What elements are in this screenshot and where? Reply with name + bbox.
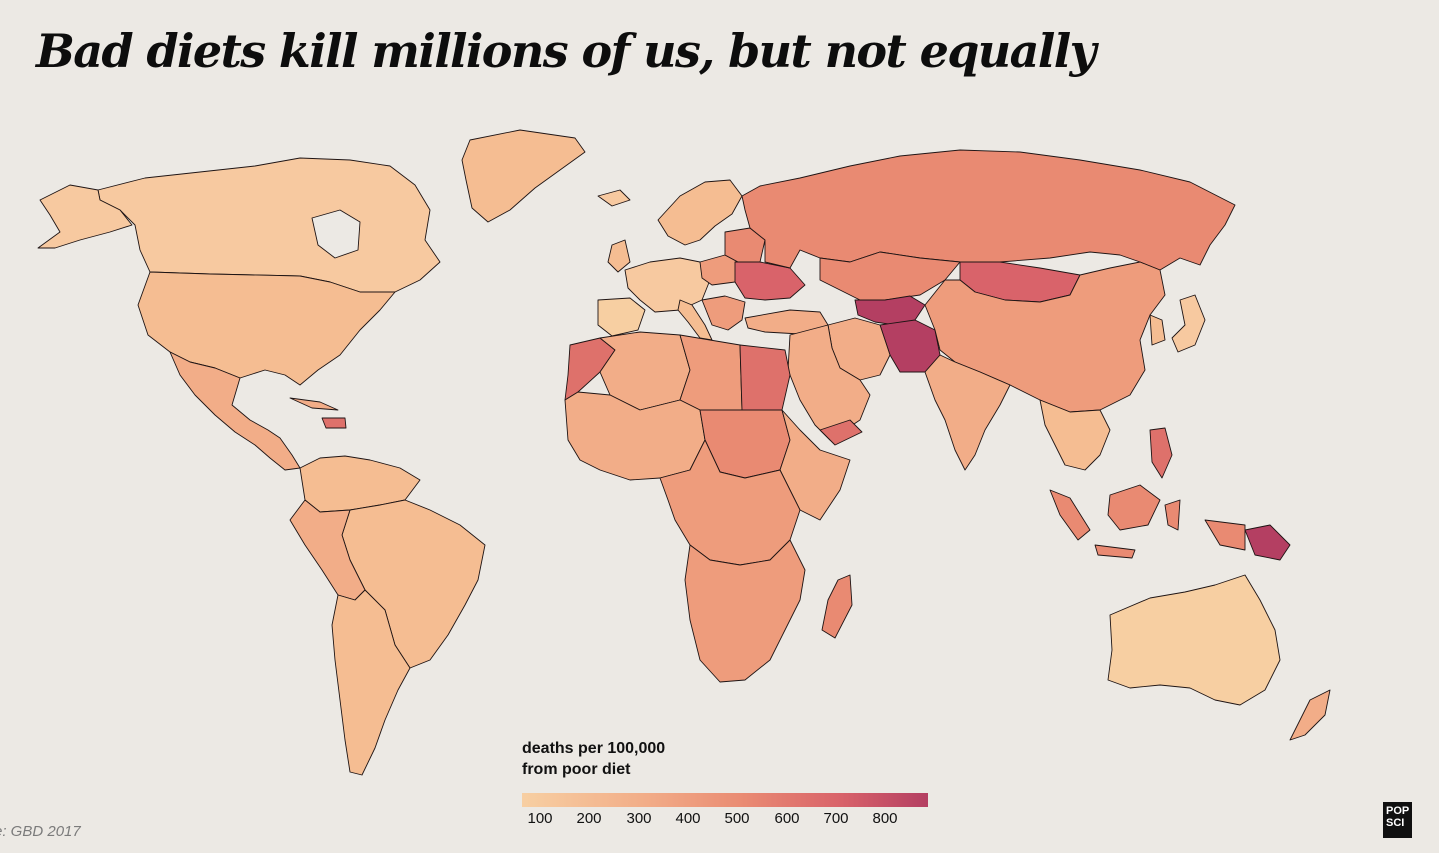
region-argentina-chile (331, 589, 411, 776)
legend-title-line1: deaths per 100,000 (522, 740, 666, 757)
region-sumatra (1049, 489, 1091, 541)
legend-title-line2: from poor diet (522, 761, 631, 778)
legend-tick-200: 200 (576, 810, 602, 827)
region-greenland (461, 129, 586, 223)
region-ukraine (734, 261, 806, 301)
region-yemen (819, 419, 863, 446)
region-iberia (597, 297, 646, 337)
legend-ticks: 100 200 300 400 500 600 700 800 (522, 810, 942, 830)
region-scandinavia (657, 179, 743, 246)
region-southern-africa (684, 539, 806, 683)
logo-line1: POP (1386, 805, 1410, 817)
region-papua-new-guinea (1244, 524, 1291, 561)
region-uk (607, 239, 631, 273)
region-korea (1149, 314, 1166, 346)
region-borneo (1107, 484, 1161, 531)
region-balkans (701, 295, 746, 331)
region-afghanistan-pakistan (879, 319, 941, 373)
region-middle-east (787, 324, 871, 441)
region-new-zealand (1289, 689, 1331, 741)
region-java (1094, 544, 1136, 559)
legend-tick-400: 400 (675, 810, 701, 827)
region-egypt (739, 344, 791, 411)
region-japan (1171, 294, 1206, 353)
region-philippines (1149, 427, 1173, 479)
region-madagascar (821, 574, 853, 639)
region-india (924, 354, 1011, 471)
legend-color-scale (522, 793, 928, 807)
region-new-guinea-west (1204, 519, 1246, 551)
legend-tick-800: 800 (872, 810, 898, 827)
legend-title: deaths per 100,000 from poor diet (522, 738, 742, 780)
popsci-logo: POP SCI (1383, 802, 1412, 838)
region-poland (699, 254, 739, 286)
logo-line2: SCI (1386, 817, 1405, 829)
legend-tick-700: 700 (823, 810, 849, 827)
region-haiti (321, 417, 347, 429)
legend-tick-600: 600 (774, 810, 800, 827)
legend-tick-100: 100 (527, 810, 553, 827)
region-canada (97, 157, 441, 293)
region-cuba (289, 397, 339, 411)
region-horn-of-africa (779, 409, 851, 521)
region-australia (1107, 574, 1281, 706)
legend-tick-300: 300 (626, 810, 652, 827)
region-hudson-bay (311, 209, 361, 259)
source-credit: e: GBD 2017 (0, 823, 81, 840)
region-libya (679, 334, 743, 411)
map-title: Bad diets kill millions of us, but not e… (36, 24, 1096, 78)
region-central-africa (659, 439, 801, 566)
region-iceland (597, 189, 631, 207)
region-alaska (37, 184, 133, 249)
region-sulawesi (1164, 499, 1181, 531)
legend-tick-500: 500 (724, 810, 750, 827)
region-russia (741, 149, 1236, 271)
region-kazakhstan (819, 251, 961, 301)
region-mexico (169, 351, 301, 471)
region-southeast-asia (1039, 399, 1111, 471)
